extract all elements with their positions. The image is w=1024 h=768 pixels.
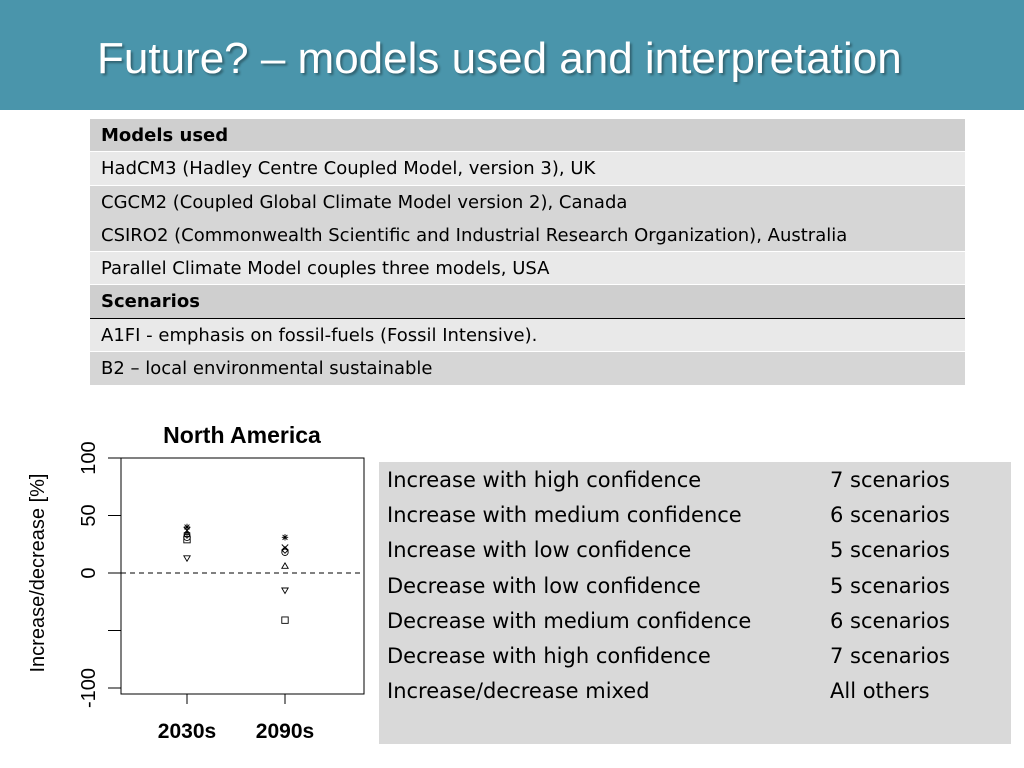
title-bar: Future? – models used and interpretation xyxy=(0,0,1024,110)
confidence-label: Decrease with medium confidence xyxy=(387,608,752,633)
data-point xyxy=(183,531,191,539)
models-table: Models used HadCM3 (Hadley Centre Couple… xyxy=(90,119,965,386)
confidence-count: 7 scenarios xyxy=(830,644,950,668)
data-point xyxy=(281,562,289,569)
confidence-row: Decrease with high confidence 7 scenarios xyxy=(379,644,1011,679)
data-point xyxy=(281,548,289,556)
chart-marks: 100 50 0 -100 2030s 2090s xyxy=(78,441,364,743)
confidence-row: Increase/decrease mixed All others xyxy=(379,679,1011,714)
confidence-row: Increase with medium confidence 6 scenari… xyxy=(379,503,1011,538)
confidence-label: Decrease with high confidence xyxy=(387,644,711,668)
confidence-label: Increase with medium confidence xyxy=(387,503,742,528)
confidence-count: 7 scenarios xyxy=(830,468,950,492)
confidence-label: Increase with high confidence xyxy=(387,468,702,492)
table-row: CSIRO2 (Commonwealth Scientific and Indu… xyxy=(90,218,965,253)
confidence-row: Increase with low confidence 5 scenarios xyxy=(379,538,1011,573)
confidence-row: Decrease with medium confidence 6 scenari… xyxy=(379,609,1011,644)
confidence-count: 5 scenarios xyxy=(830,573,950,598)
confidence-label: Increase/decrease mixed xyxy=(387,679,650,704)
table-row: Parallel Climate Model couples three mod… xyxy=(90,252,965,286)
table-row: HadCM3 (Hadley Centre Coupled Model, ver… xyxy=(90,152,965,186)
table-header-models: Models used xyxy=(90,119,965,153)
y-tick-label: 50 xyxy=(78,504,100,526)
table-header-scenarios: Scenarios xyxy=(90,285,965,319)
table-row: A1FI - emphasis on fossil-fuels (Fossil … xyxy=(90,318,965,353)
chart-title: North America xyxy=(163,422,321,448)
data-point xyxy=(281,546,289,554)
data-point xyxy=(183,523,191,531)
y-axis-label: Increase/decrease [%] xyxy=(27,474,49,673)
confidence-row: Increase with high confidence 7 scenarios xyxy=(379,468,1011,503)
north-america-chart: North America Increase/decrease [%] 100 5… xyxy=(0,400,380,768)
confidence-legend: Increase with high confidence 7 scenarios… xyxy=(379,462,1011,744)
slide-title: Future? – models used and interpretation xyxy=(97,34,902,83)
confidence-count: 6 scenarios xyxy=(830,608,950,633)
data-point xyxy=(281,587,289,595)
confidence-count: 6 scenarios xyxy=(830,503,950,528)
confidence-count: All others xyxy=(830,679,930,704)
data-point xyxy=(183,555,191,563)
confidence-label: Increase with low confidence xyxy=(387,538,692,563)
x-tick-label: 2090s xyxy=(256,720,314,743)
table-row: B2 – local environmental sustainable xyxy=(90,352,965,386)
data-point xyxy=(183,536,191,544)
data-point xyxy=(281,534,289,541)
data-point xyxy=(183,529,191,536)
confidence-row: Decrease with low confidence 5 scenarios xyxy=(379,574,1011,609)
y-tick-label: -100 xyxy=(78,668,100,708)
x-tick-label: 2030s xyxy=(158,720,216,743)
chart-svg: North America Increase/decrease [%] 100 5… xyxy=(27,422,365,743)
y-tick-label: 0 xyxy=(78,567,100,578)
y-tick-label: 100 xyxy=(78,441,100,474)
confidence-label: Decrease with low confidence xyxy=(387,573,701,598)
plot-frame xyxy=(120,457,365,695)
table-row: CGCM2 (Coupled Global Climate Model vers… xyxy=(90,185,965,219)
data-point xyxy=(281,616,289,624)
confidence-count: 5 scenarios xyxy=(830,538,950,563)
